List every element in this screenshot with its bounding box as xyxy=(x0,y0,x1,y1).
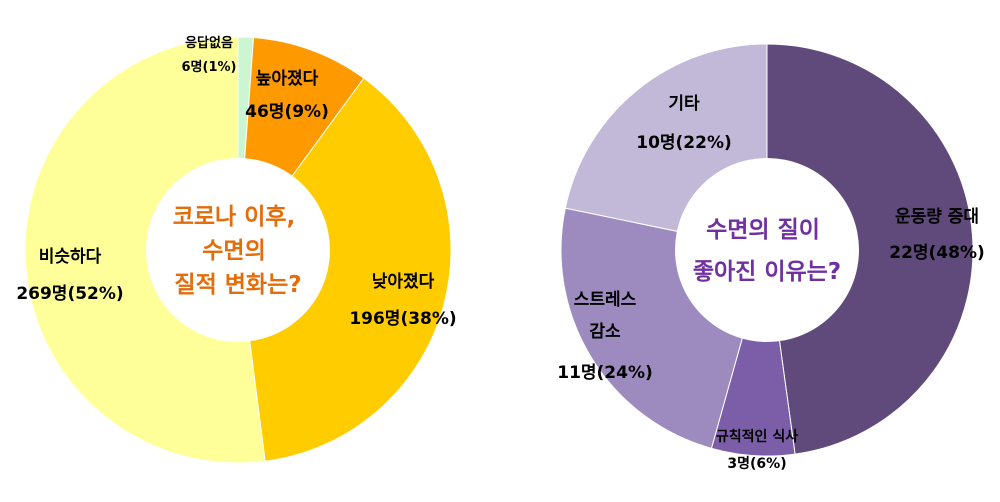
slice-label-no-response: 응답없음 xyxy=(185,35,233,51)
donut-slice-0 xyxy=(766,43,974,455)
slice-value-less-stress: 11명(24%) xyxy=(557,363,653,383)
slice-label-more-exercise: 운동량 증대 xyxy=(895,207,979,227)
slice-label-lower: 낮아졌다 xyxy=(372,272,435,292)
slice-label-less-stress-line2: 감소 xyxy=(589,322,621,342)
donut-slice-3 xyxy=(24,36,266,464)
slice-label-similar: 비슷하다 xyxy=(39,247,102,267)
slice-value-higher: 46명(9%) xyxy=(245,102,329,122)
slice-value-more-exercise: 22명(48%) xyxy=(889,243,985,263)
slice-value-no-response: 6명(1%) xyxy=(182,59,237,75)
slice-label-less-stress: 스트레스 xyxy=(574,290,637,310)
slice-label-other: 기타 xyxy=(668,94,700,114)
center-title-line: 코로나 이후, xyxy=(173,204,296,230)
sleep-improvement-reasons-chart: 수면의 질이 좋아진 이유는? 운동량 증대 22명(48%) 규칙적인 식사 … xyxy=(557,43,985,472)
slice-value-lower: 196명(38%) xyxy=(349,309,456,329)
donut-hole xyxy=(146,158,330,342)
slice-value-similar: 269명(52%) xyxy=(16,284,123,304)
slice-label-higher: 높아졌다 xyxy=(256,69,319,89)
center-title-line: 질적 변화는? xyxy=(174,272,301,298)
center-title-line: 좋아진 이유는? xyxy=(693,259,841,285)
center-title: 수면의 질이 좋아진 이유는? xyxy=(693,217,841,285)
donut-slice-2 xyxy=(237,77,452,462)
slice-value-regular-meals: 3명(6%) xyxy=(727,455,786,472)
slice-label-regular-meals: 규칙적인 식사 xyxy=(716,428,798,445)
sleep-quality-change-chart: 코로나 이후, 수면의 질적 변화는? 응답없음 6명(1%) 높아졌다 46명… xyxy=(16,35,457,464)
slice-value-other: 10명(22%) xyxy=(636,133,732,153)
center-title-line: 수면의 질이 xyxy=(706,217,820,243)
center-title: 코로나 이후, 수면의 질적 변화는? xyxy=(173,204,304,298)
donut-hole xyxy=(675,158,859,342)
center-title-line: 수면의 xyxy=(202,238,265,264)
